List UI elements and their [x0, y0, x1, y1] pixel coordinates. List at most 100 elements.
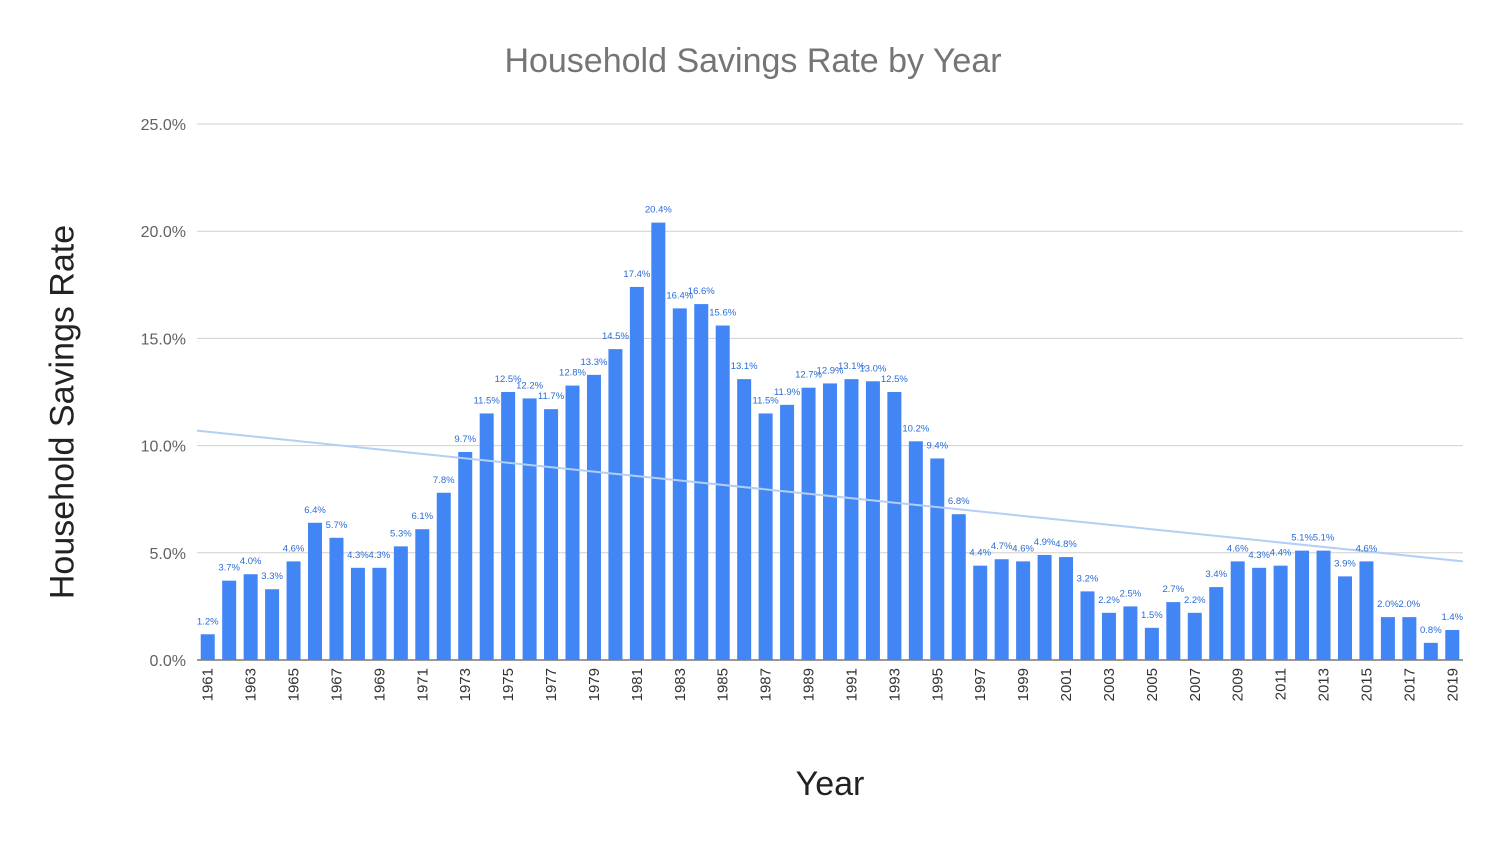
- x-tick-label: 1989: [801, 668, 818, 701]
- bar: [1359, 561, 1374, 660]
- x-tick-label: 2019: [1444, 668, 1461, 701]
- data-label: 12.5%: [881, 374, 908, 385]
- data-label: 4.9%: [1034, 537, 1056, 548]
- x-tick-label: 2007: [1187, 668, 1204, 701]
- bar: [608, 349, 623, 660]
- bar: [1166, 602, 1181, 660]
- x-tick-label: 2011: [1273, 668, 1290, 700]
- data-label: 5.1%: [1313, 533, 1335, 544]
- bar: [393, 546, 408, 660]
- x-tick-label: 1979: [586, 668, 603, 701]
- bar: [672, 308, 687, 660]
- bar: [1273, 565, 1288, 660]
- data-label: 1.2%: [197, 616, 219, 627]
- bar: [308, 522, 323, 660]
- bar: [522, 398, 537, 660]
- data-label: 3.7%: [218, 563, 240, 574]
- bar: [329, 537, 344, 660]
- y-tick-label: 15.0%: [141, 331, 186, 348]
- data-label: 3.4%: [1205, 569, 1227, 580]
- bar: [1230, 561, 1245, 660]
- data-label: 6.4%: [304, 505, 326, 516]
- x-tick-label: 2015: [1358, 668, 1375, 701]
- data-label: 4.6%: [1012, 543, 1034, 554]
- bar: [908, 441, 923, 660]
- data-label: 13.1%: [731, 361, 758, 372]
- x-tick-label: 2005: [1144, 668, 1161, 701]
- data-label: 4.3%: [347, 550, 369, 561]
- x-tick-label: 2017: [1401, 668, 1418, 701]
- x-tick-label: 1995: [929, 668, 946, 701]
- data-label: 14.5%: [602, 331, 629, 342]
- data-label: 0.8%: [1420, 625, 1442, 636]
- data-label: 6.1%: [411, 511, 433, 522]
- data-label: 11.9%: [774, 387, 801, 398]
- x-tick-label: 1985: [715, 668, 732, 701]
- bar: [1016, 561, 1031, 660]
- data-label: 12.8%: [559, 368, 586, 379]
- data-label: 5.3%: [390, 528, 412, 539]
- data-label: 3.9%: [1334, 558, 1356, 569]
- x-tick-label: 1993: [886, 668, 903, 701]
- data-label: 3.3%: [261, 571, 283, 582]
- data-label: 4.4%: [969, 548, 991, 559]
- bar: [1209, 587, 1224, 660]
- data-label: 9.4%: [926, 440, 948, 451]
- data-label: 4.0%: [240, 556, 262, 567]
- x-tick-labels: 1961 1963 1965 1967 1969 1971 1973 1975 1977 1979…: [200, 668, 1462, 701]
- bar: [544, 409, 559, 660]
- bars: [200, 222, 1460, 660]
- data-label: 6.8%: [948, 496, 970, 507]
- bar: [350, 567, 365, 660]
- x-tick-label: 1961: [200, 668, 217, 701]
- bar: [758, 413, 773, 660]
- x-tick-label: 2013: [1316, 668, 1333, 701]
- x-tick-label: 2003: [1101, 668, 1118, 701]
- data-label: 9.7%: [454, 434, 476, 445]
- data-label: 10.2%: [902, 423, 929, 434]
- data-label: 12.2%: [516, 380, 543, 391]
- y-tick-label: 20.0%: [141, 224, 186, 241]
- data-label: 1.5%: [1141, 610, 1163, 621]
- x-tick-label: 1991: [843, 668, 860, 701]
- data-label: 12.7%: [795, 370, 822, 381]
- bar: [1380, 617, 1395, 660]
- data-label: 20.4%: [645, 205, 672, 216]
- x-axis-title: Year: [795, 765, 865, 803]
- bar: [458, 452, 473, 660]
- data-label: 2.0%: [1377, 599, 1399, 610]
- trendline: [196, 429, 1464, 563]
- bar: [844, 379, 859, 660]
- bar: [887, 392, 902, 660]
- bar: [1337, 576, 1352, 660]
- data-label: 13.0%: [859, 363, 886, 374]
- data-label: 7.8%: [433, 475, 455, 486]
- data-label: 2.7%: [1162, 584, 1184, 595]
- x-tick-label: 1999: [1015, 668, 1032, 701]
- data-label: 2.2%: [1098, 595, 1120, 606]
- bar: [865, 381, 880, 660]
- x-tick-label: 2009: [1230, 668, 1247, 701]
- data-label: 4.3%: [1248, 550, 1270, 561]
- data-label: 4.3%: [369, 550, 391, 561]
- data-label: 4.6%: [1356, 543, 1378, 554]
- x-tick-label: 1983: [672, 668, 689, 701]
- bar: [200, 634, 215, 660]
- data-label: 15.6%: [709, 308, 736, 319]
- bar: [372, 567, 387, 660]
- bar: [286, 561, 301, 660]
- x-tick-label: 1981: [629, 668, 646, 701]
- bar: [651, 222, 666, 660]
- data-label: 11.5%: [753, 395, 780, 406]
- bar: [1402, 617, 1417, 660]
- data-label: 5.7%: [326, 520, 348, 531]
- bar: [930, 458, 945, 660]
- x-tick-label: 1969: [371, 668, 388, 701]
- x-tick-label: 2001: [1058, 668, 1075, 701]
- bar: [1423, 642, 1438, 660]
- bar: [243, 574, 258, 660]
- data-labels: 1.2%3.7%4.0%3.3%4.6%6.4%5.7%4.3% 4.3%5.3%…: [197, 205, 1464, 636]
- bar: [780, 404, 795, 660]
- bar: [1059, 557, 1074, 660]
